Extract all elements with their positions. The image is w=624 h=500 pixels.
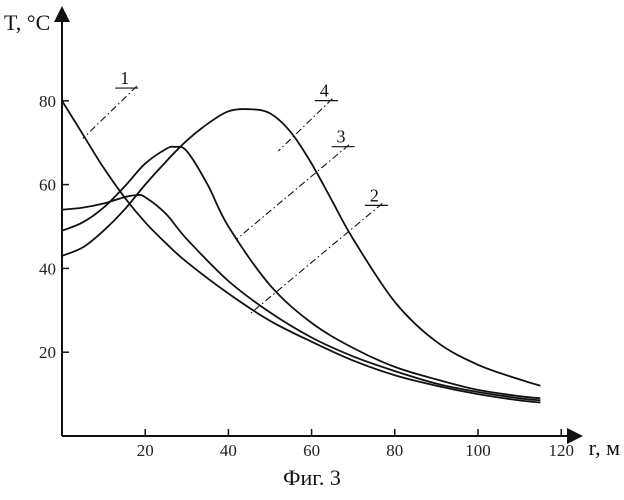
y-axis-label: T, °C <box>4 10 50 35</box>
curve-label-1: 1 <box>120 68 129 88</box>
leader-line <box>83 86 137 138</box>
x-tick-label: 40 <box>220 441 237 460</box>
leader-line <box>237 145 349 239</box>
curve-label-4: 4 <box>320 81 329 101</box>
x-tick-label: 20 <box>137 441 154 460</box>
axes: 20 40 60 80 100 120 20 40 60 80 T, °C r, м <box>4 10 620 460</box>
y-tick-label: 60 <box>39 176 56 195</box>
x-tick-label: 100 <box>465 441 491 460</box>
leader-lines <box>83 86 388 314</box>
x-tick-label: 60 <box>303 441 320 460</box>
labels: 1 2 3 4 <box>120 68 379 205</box>
curve-label-3: 3 <box>337 127 346 147</box>
y-tick-label: 40 <box>39 259 56 278</box>
line-chart: 20 40 60 80 100 120 20 40 60 80 T, °C r, м 1 2 3 4 <box>0 0 624 465</box>
series-line-2 <box>62 195 540 400</box>
x-axis-label: r, м <box>589 435 620 460</box>
x-tick-label: 80 <box>386 441 403 460</box>
curve-label-2: 2 <box>370 185 379 205</box>
series-line-4 <box>62 109 540 386</box>
curves <box>62 101 540 403</box>
y-tick-label: 80 <box>39 92 56 111</box>
leader-line <box>278 99 332 151</box>
x-tick-label: 120 <box>548 441 574 460</box>
leader-line <box>249 203 382 314</box>
y-tick-label: 20 <box>39 343 56 362</box>
figure-caption: Фиг. 3 <box>0 465 624 491</box>
